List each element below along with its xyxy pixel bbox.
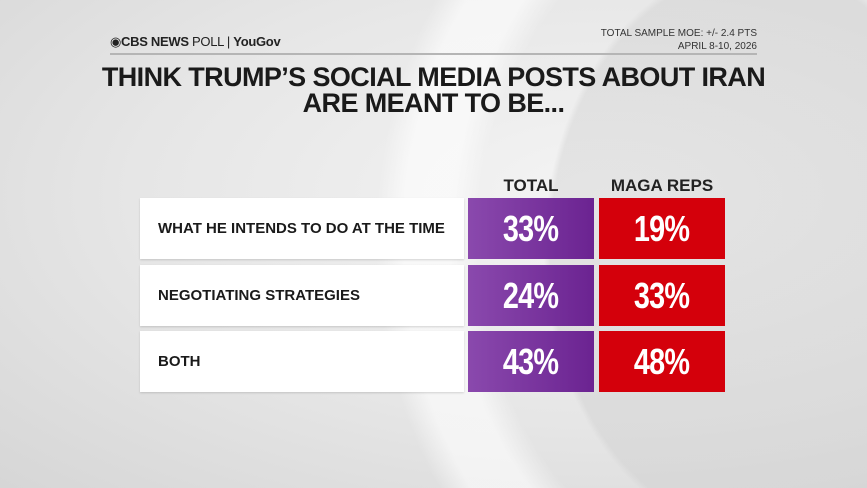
table-row: NEGOTIATING STRATEGIES 24% 33% [140,265,726,326]
row-label: WHAT HE INTENDS TO DO AT THE TIME [140,198,464,259]
poll-dates: APRIL 8-10, 2026 [677,41,757,52]
row-label: BOTH [140,331,464,392]
column-header-maga-reps: MAGA REPS [610,176,714,195]
chart-title: THINK TRUMP’S SOCIAL MEDIA POSTS ABOUT I… [101,62,766,118]
table-row: WHAT HE INTENDS TO DO AT THE TIME 33% 19… [140,198,726,259]
maga-value-cell: 19% [599,198,725,259]
moe-text: TOTAL SAMPLE MOE: +/- 2.4 PTS [600,28,757,39]
total-value-cell: 24% [468,265,594,326]
total-value-cell: 33% [468,198,594,259]
row-label: NEGOTIATING STRATEGIES [140,265,464,326]
sample-info: TOTAL SAMPLE MOE: +/- 2.4 PTS APRIL 8-10… [601,27,757,53]
table-row: BOTH 43% 48% [140,331,726,392]
cbs-news-poll-logo: ◉CBS NEWS POLL | YouGov [110,34,281,49]
column-header-total: TOTAL [503,176,559,195]
header-divider [110,53,757,55]
total-value-cell: 43% [468,331,594,392]
maga-value-cell: 48% [599,331,725,392]
maga-value-cell: 33% [599,265,725,326]
